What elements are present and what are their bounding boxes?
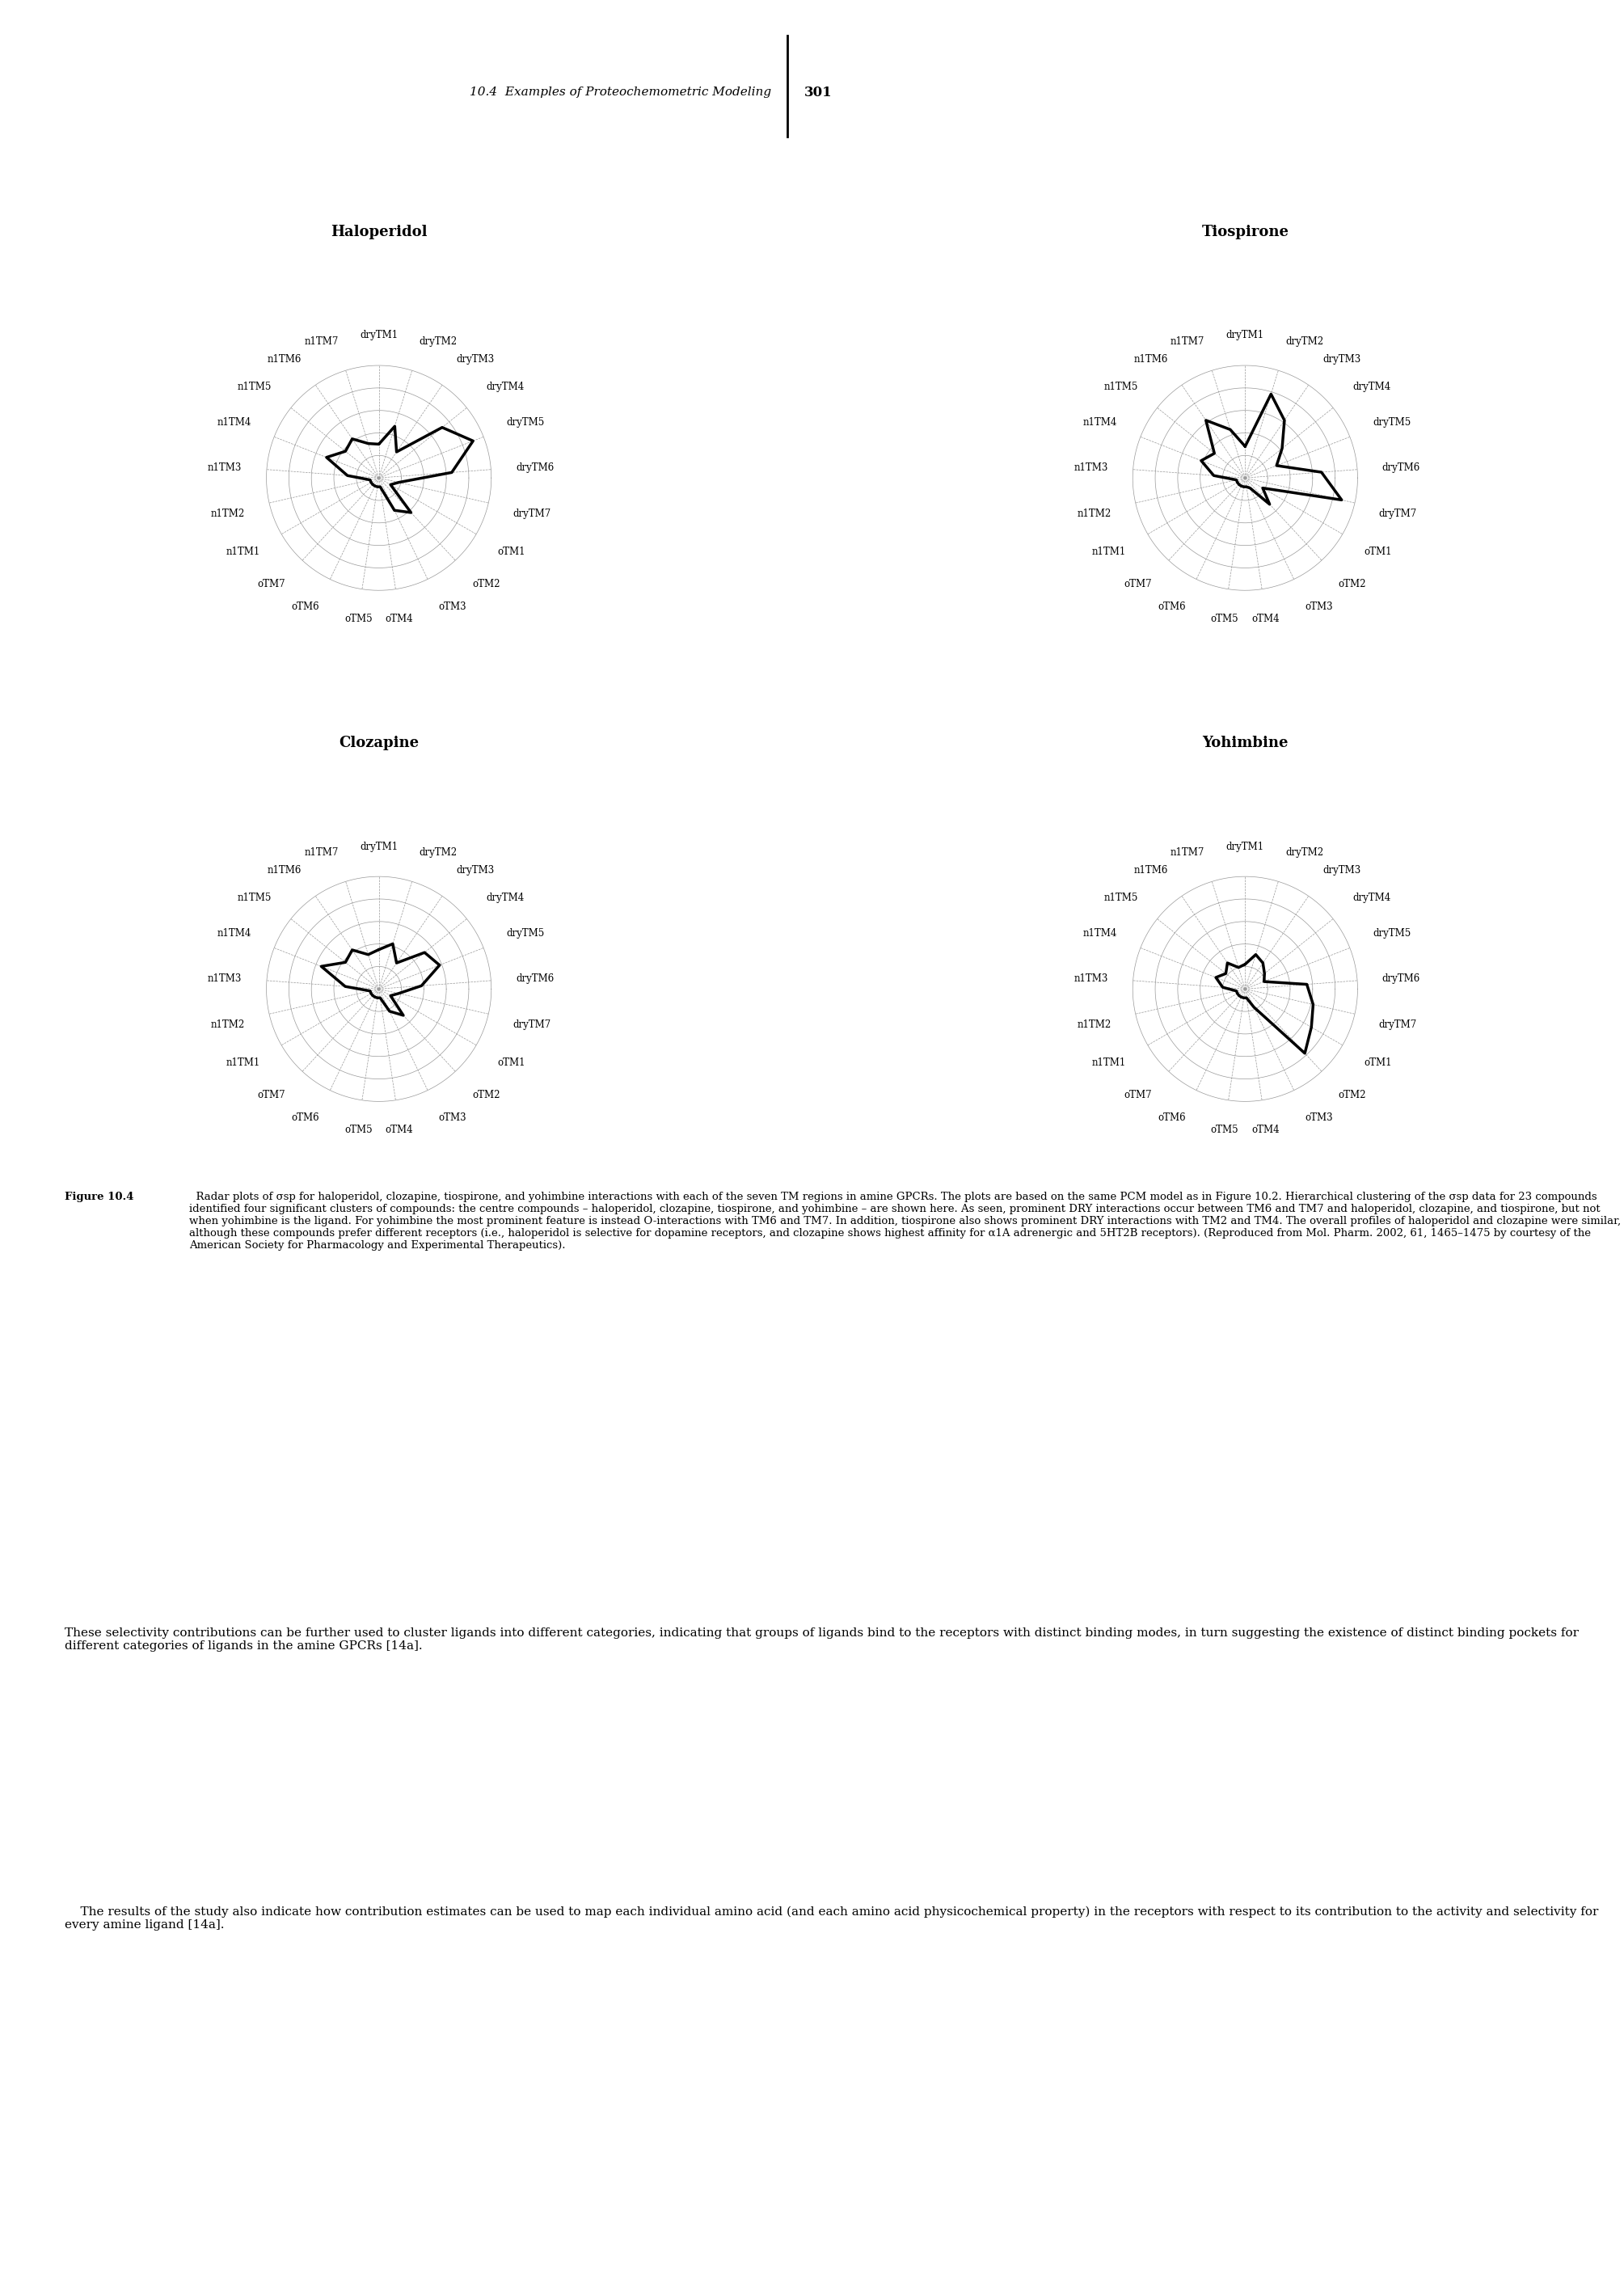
- Text: oTM3: oTM3: [1304, 601, 1333, 612]
- Text: oTM6: oTM6: [291, 601, 320, 612]
- Text: The results of the study also indicate how contribution estimates can be used to: The results of the study also indicate h…: [65, 1905, 1598, 1930]
- Title: Clozapine: Clozapine: [339, 736, 419, 749]
- Text: oTM5: oTM5: [344, 614, 372, 623]
- Text: n1TM6: n1TM6: [1134, 864, 1168, 876]
- Text: oTM1: oTM1: [1364, 1057, 1392, 1068]
- Text: oTM1: oTM1: [497, 545, 526, 557]
- Text: oTM5: oTM5: [1212, 614, 1239, 623]
- Text: n1TM1: n1TM1: [1093, 1057, 1127, 1068]
- Text: n1TM3: n1TM3: [1073, 974, 1108, 983]
- Text: dryTM6: dryTM6: [516, 974, 554, 983]
- Text: dryTM3: dryTM3: [456, 864, 494, 876]
- Text: dryTM2: dryTM2: [419, 848, 458, 857]
- Text: dryTM1: dryTM1: [361, 841, 398, 853]
- Text: oTM4: oTM4: [385, 614, 412, 623]
- Text: n1TM5: n1TM5: [1104, 894, 1138, 903]
- Text: n1TM5: n1TM5: [237, 894, 271, 903]
- Text: dryTM3: dryTM3: [1322, 353, 1361, 364]
- Text: dryTM2: dryTM2: [1286, 848, 1324, 857]
- Text: oTM5: oTM5: [344, 1125, 372, 1135]
- Text: Figure 10.4: Figure 10.4: [65, 1192, 135, 1203]
- Text: n1TM1: n1TM1: [226, 1057, 260, 1068]
- Text: dryTM5: dryTM5: [507, 417, 544, 429]
- Text: dryTM1: dryTM1: [1226, 330, 1263, 342]
- Text: These selectivity contributions can be further used to cluster ligands into diff: These selectivity contributions can be f…: [65, 1627, 1579, 1653]
- Text: oTM7: oTM7: [1124, 1089, 1151, 1100]
- Text: oTM7: oTM7: [258, 1089, 286, 1100]
- Text: n1TM6: n1TM6: [268, 353, 302, 364]
- Text: n1TM7: n1TM7: [1171, 337, 1205, 346]
- Text: dryTM6: dryTM6: [516, 463, 554, 472]
- Text: oTM7: oTM7: [1124, 578, 1151, 589]
- Text: dryTM4: dryTM4: [1353, 383, 1390, 392]
- Text: n1TM7: n1TM7: [304, 848, 338, 857]
- Text: oTM3: oTM3: [1304, 1112, 1333, 1123]
- Text: dryTM7: dryTM7: [1379, 509, 1418, 518]
- Text: dryTM2: dryTM2: [1286, 337, 1324, 346]
- Text: oTM4: oTM4: [1252, 614, 1280, 623]
- Text: n1TM4: n1TM4: [1083, 928, 1117, 940]
- Text: oTM5: oTM5: [1212, 1125, 1239, 1135]
- Text: oTM3: oTM3: [438, 601, 466, 612]
- Text: n1TM3: n1TM3: [208, 974, 242, 983]
- Text: dryTM3: dryTM3: [1322, 864, 1361, 876]
- Title: Yohimbine: Yohimbine: [1202, 736, 1288, 749]
- Text: n1TM4: n1TM4: [218, 417, 252, 429]
- Text: n1TM2: n1TM2: [1077, 1020, 1111, 1029]
- Text: dryTM1: dryTM1: [1226, 841, 1263, 853]
- Text: oTM3: oTM3: [438, 1112, 466, 1123]
- Text: n1TM4: n1TM4: [218, 928, 252, 940]
- Text: dryTM5: dryTM5: [1372, 928, 1411, 940]
- Text: n1TM1: n1TM1: [1093, 545, 1127, 557]
- Text: oTM6: oTM6: [291, 1112, 320, 1123]
- Text: oTM4: oTM4: [385, 1125, 412, 1135]
- Text: oTM1: oTM1: [1364, 545, 1392, 557]
- Text: dryTM6: dryTM6: [1382, 974, 1419, 983]
- Text: oTM6: oTM6: [1158, 1112, 1186, 1123]
- Text: dryTM5: dryTM5: [1372, 417, 1411, 429]
- Text: dryTM7: dryTM7: [513, 509, 551, 518]
- Text: oTM2: oTM2: [473, 578, 500, 589]
- Text: n1TM7: n1TM7: [1171, 848, 1205, 857]
- Text: dryTM1: dryTM1: [361, 330, 398, 342]
- Text: n1TM1: n1TM1: [226, 545, 260, 557]
- Text: n1TM2: n1TM2: [211, 1020, 245, 1029]
- Text: Radar plots of σsp for haloperidol, clozapine, tiospirone, and yohimbine interac: Radar plots of σsp for haloperidol, cloz…: [188, 1192, 1621, 1251]
- Text: dryTM4: dryTM4: [1353, 894, 1390, 903]
- Text: dryTM5: dryTM5: [507, 928, 544, 940]
- Text: n1TM2: n1TM2: [211, 509, 245, 518]
- Text: oTM7: oTM7: [258, 578, 286, 589]
- Title: Haloperidol: Haloperidol: [331, 225, 427, 238]
- Text: 301: 301: [804, 85, 831, 99]
- Text: oTM2: oTM2: [473, 1089, 500, 1100]
- Title: Tiospirone: Tiospirone: [1202, 225, 1289, 238]
- Text: dryTM4: dryTM4: [486, 894, 525, 903]
- Text: dryTM7: dryTM7: [1379, 1020, 1418, 1029]
- Text: n1TM5: n1TM5: [1104, 383, 1138, 392]
- Text: dryTM2: dryTM2: [419, 337, 458, 346]
- Text: n1TM6: n1TM6: [1134, 353, 1168, 364]
- Text: oTM1: oTM1: [497, 1057, 526, 1068]
- Text: dryTM6: dryTM6: [1382, 463, 1419, 472]
- Text: dryTM4: dryTM4: [486, 383, 525, 392]
- Text: 10.4  Examples of Proteochemometric Modeling: 10.4 Examples of Proteochemometric Model…: [469, 87, 771, 99]
- Text: dryTM3: dryTM3: [456, 353, 494, 364]
- Text: n1TM4: n1TM4: [1083, 417, 1117, 429]
- Text: n1TM2: n1TM2: [1077, 509, 1111, 518]
- Text: n1TM3: n1TM3: [208, 463, 242, 472]
- Text: dryTM7: dryTM7: [513, 1020, 551, 1029]
- Text: oTM6: oTM6: [1158, 601, 1186, 612]
- Text: oTM2: oTM2: [1338, 1089, 1366, 1100]
- Text: n1TM6: n1TM6: [268, 864, 302, 876]
- Text: oTM4: oTM4: [1252, 1125, 1280, 1135]
- Text: n1TM7: n1TM7: [304, 337, 338, 346]
- Text: oTM2: oTM2: [1338, 578, 1366, 589]
- Text: n1TM3: n1TM3: [1073, 463, 1108, 472]
- Text: n1TM5: n1TM5: [237, 383, 271, 392]
